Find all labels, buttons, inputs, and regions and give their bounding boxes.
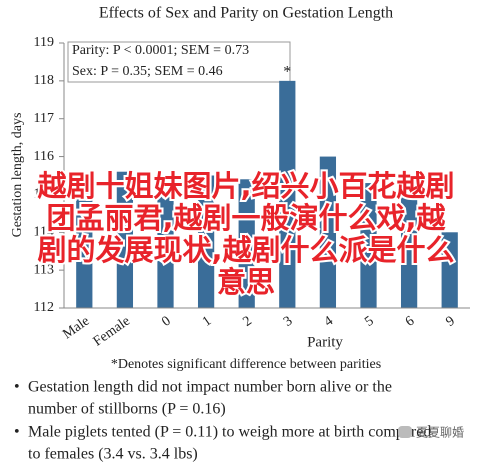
overlay-text: 剧的发展现状,越剧什么派是什么 xyxy=(37,233,454,267)
x-tick-label: 9 xyxy=(444,314,458,330)
bar xyxy=(400,175,418,308)
bar xyxy=(360,183,377,308)
footnote: *Denotes significant difference between … xyxy=(111,357,381,372)
annotation: Sex: P = 0.35; SEM = 0.46 xyxy=(72,64,223,79)
x-tick-label: 4 xyxy=(322,314,336,330)
x-axis-label: Parity xyxy=(307,334,343,350)
annotation: Parity: P < 0.0001; SEM = 0.73 xyxy=(72,43,249,58)
y-tick-label: 119 xyxy=(34,35,54,50)
x-tick-label: 5 xyxy=(362,314,376,330)
x-tick-label: Male xyxy=(60,314,92,343)
watermark-icon xyxy=(398,426,412,438)
x-tick-label: 3 xyxy=(281,314,295,330)
bar xyxy=(238,179,255,308)
y-axis-label: Gestation length, days xyxy=(10,113,25,238)
bullet: • xyxy=(14,379,20,396)
y-tick-label: 112 xyxy=(34,300,54,315)
bullet: • xyxy=(14,424,20,441)
note-line: Gestation length did not impact number b… xyxy=(28,379,392,396)
bar xyxy=(76,183,93,308)
bar xyxy=(279,80,296,308)
note-line: number of stillborns (P = 0.16) xyxy=(28,401,226,418)
y-tick-label: 117 xyxy=(34,111,54,126)
chart-title: Effects of Sex and Parity on Gestation L… xyxy=(99,5,393,22)
significance-marker: * xyxy=(283,64,291,81)
annotation-box xyxy=(67,41,291,83)
note-line: Male piglets tented (P = 0.11) to weigh … xyxy=(28,424,431,441)
note-line: to females (3.4 vs. 3.4 lbs) xyxy=(28,446,198,463)
y-tick-label: 113 xyxy=(34,262,54,277)
x-tick-label: 6 xyxy=(403,314,417,330)
bar xyxy=(116,171,134,308)
x-tick-label: 0 xyxy=(159,314,173,330)
x-tick-label: 1 xyxy=(200,314,214,330)
bar xyxy=(157,194,174,308)
bar xyxy=(197,175,215,308)
overlay-text: 团孟丽君,越剧一般演什么戏,越 xyxy=(46,201,446,235)
watermark: 夏夏聊婚 xyxy=(416,426,464,440)
bar xyxy=(319,156,337,308)
y-tick-label: 114 xyxy=(34,225,54,240)
overlay-text: 越剧十姐妹图片,绍兴小百花越剧 xyxy=(37,169,454,203)
x-tick-label: Female xyxy=(91,314,133,350)
y-tick-label: 116 xyxy=(34,149,54,164)
bar xyxy=(441,232,458,308)
x-tick-label: 2 xyxy=(241,314,255,330)
y-tick-label: 118 xyxy=(34,73,54,88)
overlay-text: 意思 xyxy=(217,265,275,299)
y-tick-label: 115 xyxy=(34,187,54,202)
